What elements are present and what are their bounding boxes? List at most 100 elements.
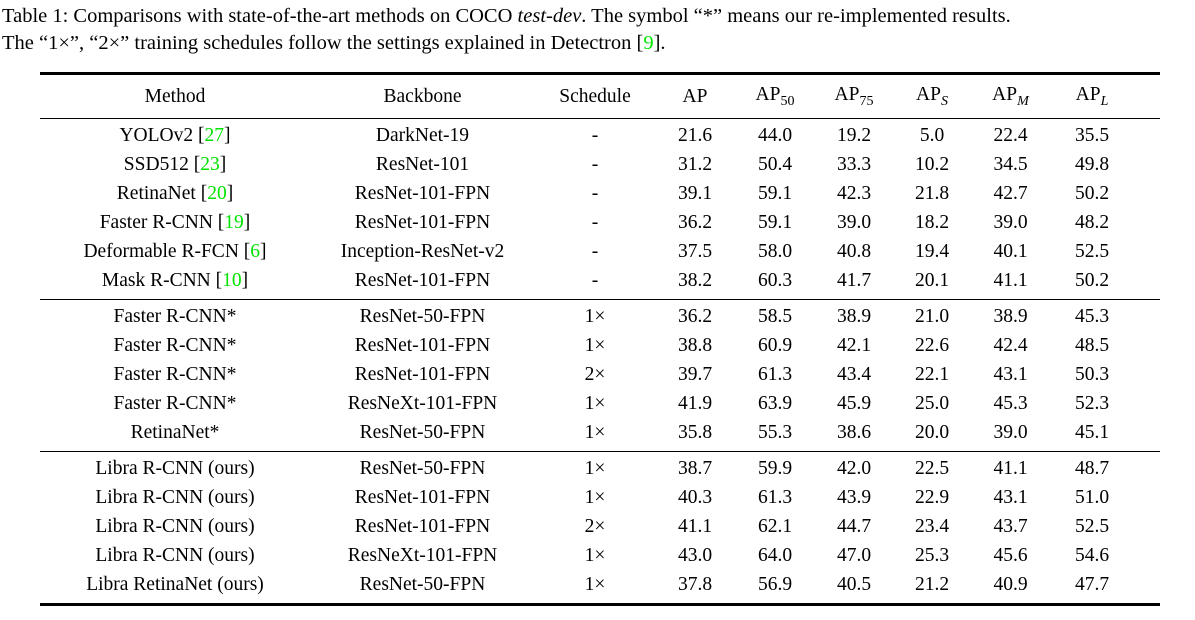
metric-cell: 41.7 [836, 269, 872, 291]
metric-cell: 52.3 [1074, 392, 1110, 414]
metric-cell: 22.5 [914, 457, 950, 479]
caption-line: The “1×”, “2×” training schedules follow… [2, 30, 1193, 57]
table-row: Faster R-CNN* ResNet-50-FPN 1× 36.2 58.5 38.9… [40, 299, 1160, 332]
metric-cell: 43.1 [993, 363, 1028, 385]
citation-ref[interactable]: 6 [250, 240, 261, 262]
citation-ref[interactable]: 23 [200, 153, 220, 175]
table-caption: Table 1: Comparisons with state-of-the-a… [0, 0, 1195, 58]
caption-text: The “1×”, “2×” training schedules follow… [2, 32, 644, 55]
metric-cell: 22.6 [914, 334, 950, 356]
backbone-cell: ResNet-101 [375, 153, 470, 175]
backbone-cell: Inception-ResNet-v2 [340, 240, 505, 262]
metric-cell: 22.4 [993, 124, 1028, 146]
metric-cell: 60.3 [757, 269, 793, 291]
metric-cell: 37.5 [677, 240, 713, 262]
metric-cell: 40.3 [677, 486, 713, 508]
metric-cell: 39.0 [993, 211, 1028, 233]
method-cell: Libra R-CNN (ours) [95, 515, 255, 537]
metric-cell: 21.2 [914, 573, 950, 595]
method-cell: YOLOv2 [27] [119, 124, 231, 146]
metric-cell: 25.3 [914, 544, 950, 566]
citation-ref[interactable]: 27 [204, 124, 225, 146]
metric-cell: 50.3 [1074, 363, 1110, 385]
table-row: SSD512 [23] ResNet-101 - 31.2 50.4 33.3 10.2 34… [40, 151, 1160, 180]
metric-cell: 33.3 [836, 153, 872, 175]
table-row: Deformable R-FCN [6] Inception-ResNet-v2 -… [40, 238, 1160, 267]
method-cell: Deformable R-FCN [6] [83, 240, 267, 262]
metric-cell: 43.7 [993, 515, 1028, 537]
metric-cell: 21.6 [677, 124, 713, 146]
schedule-cell: - [591, 182, 599, 204]
metric-cell: 43.1 [993, 486, 1028, 508]
metric-cell: 43.4 [836, 363, 872, 385]
metric-cell: 36.2 [677, 211, 713, 233]
method-cell: Faster R-CNN* [113, 305, 237, 327]
metric-cell: 50.4 [757, 153, 793, 175]
citation-ref[interactable]: 9 [643, 32, 654, 55]
metric-cell: 60.9 [757, 334, 793, 356]
backbone-cell: ResNeXt-101-FPN [347, 392, 498, 414]
metric-cell: 48.7 [1074, 457, 1110, 479]
method-cell: RetinaNet [20] [116, 182, 234, 204]
table-section: Libra R-CNN (ours) ResNet-50-FPN 1× 38.7 59.… [40, 451, 1160, 604]
metric-cell: 58.5 [757, 305, 793, 327]
metric-cell: 44.0 [757, 124, 793, 146]
method-cell: Mask R-CNN [10] [101, 269, 249, 291]
backbone-cell: ResNet-50-FPN [359, 421, 486, 443]
citation-ref[interactable]: 19 [224, 211, 244, 233]
method-cell: Libra RetinaNet (ours) [86, 573, 264, 595]
metric-cell: 18.2 [914, 211, 950, 233]
metric-cell: 38.7 [677, 457, 713, 479]
backbone-cell: ResNet-50-FPN [359, 573, 486, 595]
backbone-cell: ResNet-101-FPN [354, 269, 491, 291]
backbone-cell: ResNet-101-FPN [354, 515, 491, 537]
metric-cell: 45.9 [836, 392, 872, 414]
metric-cell: 19.4 [914, 240, 950, 262]
metric-cell: 54.6 [1074, 544, 1110, 566]
metric-cell: 21.8 [914, 182, 950, 204]
table-row: RetinaNet* ResNet-50-FPN 1× 35.8 55.3 38.6 20.… [40, 419, 1160, 452]
metric-cell: 42.3 [836, 182, 872, 204]
metric-cell: 41.1 [677, 515, 713, 537]
column-header: AP [682, 85, 708, 107]
schedule-cell: 2× [584, 515, 606, 537]
column-header: APS [916, 83, 948, 109]
table-section: Faster R-CNN* ResNet-50-FPN 1× 36.2 58.5 38.9… [40, 299, 1160, 451]
metric-cell: 48.5 [1074, 334, 1110, 356]
schedule-cell: - [591, 153, 599, 175]
table-row: RetinaNet [20] ResNet-101-FPN - 39.1 59.1 42.… [40, 180, 1160, 209]
metric-cell: 22.1 [914, 363, 950, 385]
metric-cell: 43.0 [677, 544, 713, 566]
metric-cell: 61.3 [757, 486, 793, 508]
metric-cell: 61.3 [757, 363, 793, 385]
table-row: Libra R-CNN (ours) ResNet-101-FPN 1× 40.3 61… [40, 484, 1160, 513]
metric-cell: 38.9 [836, 305, 872, 327]
metric-cell: 55.3 [757, 421, 793, 443]
table-header-row: Method Backbone Schedule AP AP50 AP75 APS APM AP… [40, 73, 1160, 119]
metric-cell: 41.1 [993, 269, 1028, 291]
backbone-cell: ResNeXt-101-FPN [347, 544, 498, 566]
schedule-cell: - [591, 211, 599, 233]
metric-cell: 19.2 [836, 124, 872, 146]
backbone-cell: ResNet-101-FPN [354, 334, 491, 356]
metric-cell: 45.3 [993, 392, 1028, 414]
table-row: Faster R-CNN [19] ResNet-101-FPN - 36.2 59.1… [40, 209, 1160, 238]
backbone-cell: DarkNet-19 [375, 124, 470, 146]
schedule-cell: - [591, 124, 599, 146]
schedule-cell: 1× [584, 573, 606, 595]
metric-cell: 59.9 [757, 457, 793, 479]
citation-ref[interactable]: 20 [207, 182, 227, 204]
backbone-cell: ResNet-50-FPN [359, 457, 486, 479]
metric-cell: 5.0 [919, 124, 945, 146]
metric-cell: 36.2 [677, 305, 713, 327]
metric-cell: 39.0 [993, 421, 1028, 443]
table-section: YOLOv2 [27] DarkNet-19 - 21.6 44.0 19.2 5.0 22.… [40, 118, 1160, 299]
caption-line: Table 1: Comparisons with state-of-the-a… [2, 3, 1193, 30]
metric-cell: 48.2 [1074, 211, 1110, 233]
metric-cell: 62.1 [757, 515, 793, 537]
metric-cell: 40.8 [836, 240, 872, 262]
results-table: Method Backbone Schedule AP AP50 AP75 APS APM AP… [40, 71, 1160, 606]
citation-ref[interactable]: 10 [222, 269, 242, 291]
metric-cell: 50.2 [1074, 269, 1110, 291]
metric-cell: 23.4 [914, 515, 950, 537]
